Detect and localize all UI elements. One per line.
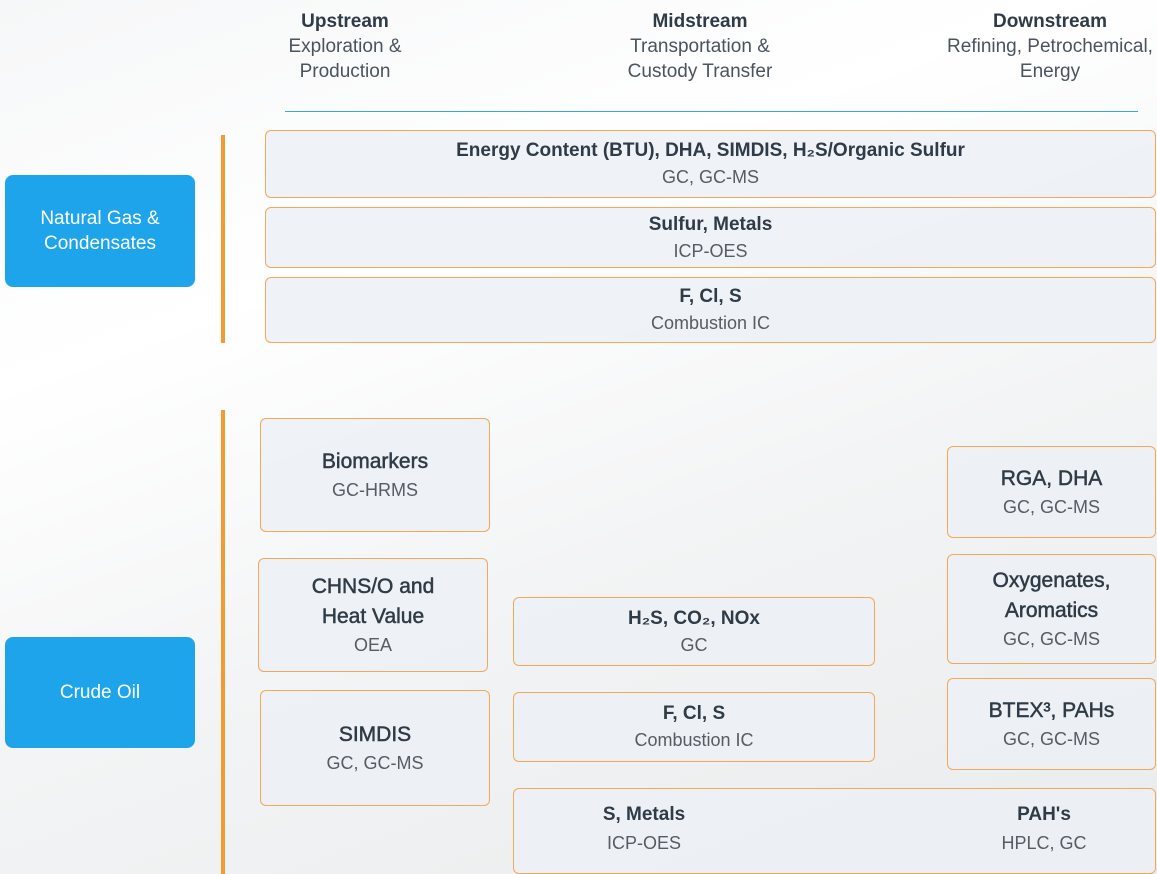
- analysis-title: Energy Content (BTU), DHA, SIMDIS, H₂S/O…: [456, 140, 965, 161]
- analysis-title: PAH's: [1017, 804, 1071, 825]
- group-line: [221, 410, 225, 874]
- analysis-box: Biomarkers GC-HRMS: [260, 418, 490, 532]
- analysis-method: Combustion IC: [650, 313, 771, 333]
- analysis-box: H₂S, CO₂, NOx GC: [513, 597, 875, 666]
- analysis-title: SIMDIS: [338, 723, 412, 747]
- group-line: [221, 135, 225, 343]
- analysis-title: RGA, DHA: [1000, 467, 1103, 491]
- analysis-box: F, Cl, S Combustion IC: [265, 277, 1156, 343]
- analysis-method: HPLC, GC: [1001, 833, 1087, 853]
- column-subtitle: Refining, Petrochemical,: [947, 36, 1153, 57]
- analysis-box: Oxygenates, Aromatics GC, GC-MS: [947, 554, 1156, 664]
- analysis-method: GC, GC-MS: [326, 753, 424, 773]
- analysis-method: ICP-OES: [606, 833, 681, 853]
- analysis-item: S, Metals ICP-OES: [544, 801, 744, 857]
- analysis-method: ICP-OES: [673, 240, 748, 261]
- analysis-title: Oxygenates,: [992, 569, 1111, 593]
- category-label: Natural Gas & Condensates: [5, 175, 195, 287]
- analysis-box: SIMDIS GC, GC-MS: [260, 690, 490, 806]
- analysis-box: CHNS/O and Heat Value OEA: [258, 558, 488, 672]
- analysis-title: S, Metals: [602, 804, 686, 825]
- column-subtitle: Transportation &: [630, 36, 770, 57]
- analysis-method: GC: [680, 634, 708, 655]
- column-title: Upstream: [301, 11, 389, 32]
- analysis-title: F, Cl, S: [662, 703, 726, 724]
- analysis-title: CHNS/O and: [311, 575, 435, 599]
- analysis-title: Sulfur, Metals: [648, 213, 773, 235]
- column-subtitle: Production: [299, 61, 391, 82]
- analysis-box: RGA, DHA GC, GC-MS: [947, 446, 1156, 538]
- category-label-line: Crude Oil: [59, 682, 141, 703]
- analysis-box: BTEX³, PAHs GC, GC-MS: [947, 678, 1156, 770]
- column-subtitle: Custody Transfer: [627, 61, 773, 82]
- column-header: Downstream Refining, Petrochemical, Energy: [890, 9, 1157, 84]
- column-subtitle: Energy: [1019, 61, 1081, 82]
- analysis-title: F, Cl, S: [679, 286, 742, 307]
- analysis-method: GC, GC-MS: [1003, 497, 1100, 517]
- analysis-method: GC, GC-MS: [662, 167, 759, 187]
- column-title: Downstream: [992, 11, 1108, 32]
- analysis-method: GC-HRMS: [332, 480, 418, 500]
- analysis-method: GC, GC-MS: [1003, 729, 1100, 749]
- column-header: Midstream Transportation & Custody Transfe…: [540, 9, 860, 84]
- analysis-title: Biomarkers: [321, 450, 429, 474]
- column-header: Upstream Exploration & Production: [185, 9, 505, 84]
- category-label: Crude Oil: [5, 637, 195, 748]
- analysis-title: Heat Value: [321, 605, 425, 629]
- analysis-method: OEA: [353, 635, 392, 655]
- analysis-box: Sulfur, Metals ICP-OES: [265, 207, 1156, 268]
- column-subtitle: Exploration &: [288, 36, 402, 57]
- analysis-method: GC, GC-MS: [1003, 629, 1100, 649]
- analysis-title: Aromatics: [1004, 599, 1099, 623]
- analysis-box: F, Cl, S Combustion IC: [513, 692, 875, 762]
- category-label-line: Condensates: [44, 233, 156, 254]
- analysis-box: Energy Content (BTU), DHA, SIMDIS, H₂S/O…: [265, 130, 1156, 198]
- analysis-method: Combustion IC: [634, 730, 754, 750]
- category-label-line: Natural Gas &: [40, 208, 160, 229]
- analysis-item: PAH's HPLC, GC: [954, 801, 1134, 857]
- analysis-box: S, Metals ICP-OES PAH's HPLC, GC: [513, 788, 1156, 874]
- analysis-title: BTEX³, PAHs: [988, 699, 1115, 723]
- analysis-title: H₂S, CO₂, NOx: [628, 607, 760, 629]
- column-title: Midstream: [652, 11, 748, 32]
- header-rule: [285, 111, 1138, 112]
